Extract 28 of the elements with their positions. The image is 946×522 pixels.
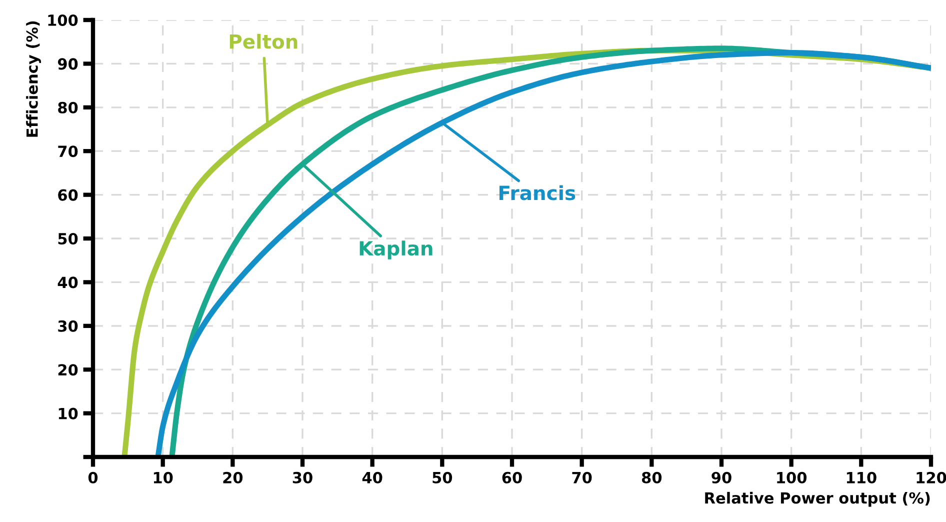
y-tick-label: 40: [58, 276, 78, 288]
y-tick-label: 60: [58, 189, 78, 201]
y-tick-label: 10: [58, 408, 78, 420]
y-tick-label: 90: [58, 58, 78, 70]
x-tick-label: 0: [88, 472, 98, 484]
x-tick-label: 120: [916, 472, 946, 484]
text: Kaplan: [360, 240, 432, 260]
text: Pelton: [230, 34, 298, 49]
x-tick-label: 40: [362, 472, 382, 484]
y-tick-label: 70: [58, 146, 78, 158]
x-tick-label: 20: [223, 472, 243, 484]
x-tick-label: 70: [572, 472, 592, 484]
x-tick-label: 60: [502, 472, 522, 484]
x-tick-label: 30: [292, 472, 312, 484]
x-tick-label: 50: [432, 472, 452, 484]
x-tick-label: 90: [712, 472, 732, 484]
x-tick-label: 80: [642, 472, 662, 484]
x-tick-label: 110: [846, 472, 876, 484]
text: Francis: [500, 185, 576, 200]
y-tick-label: 50: [58, 232, 78, 245]
y-tick-label: 30: [58, 320, 78, 332]
x-tick-label: 100: [777, 472, 807, 484]
x-tick-label: 10: [154, 472, 173, 484]
x-axis-title: Relative Power output (%): [705, 492, 930, 507]
y-tick-label: 20: [58, 364, 78, 376]
y-tick-label: 80: [58, 102, 78, 114]
y-axis-title: Efficiency (%): [26, 21, 41, 137]
y-tick-label: 100: [48, 14, 78, 26]
